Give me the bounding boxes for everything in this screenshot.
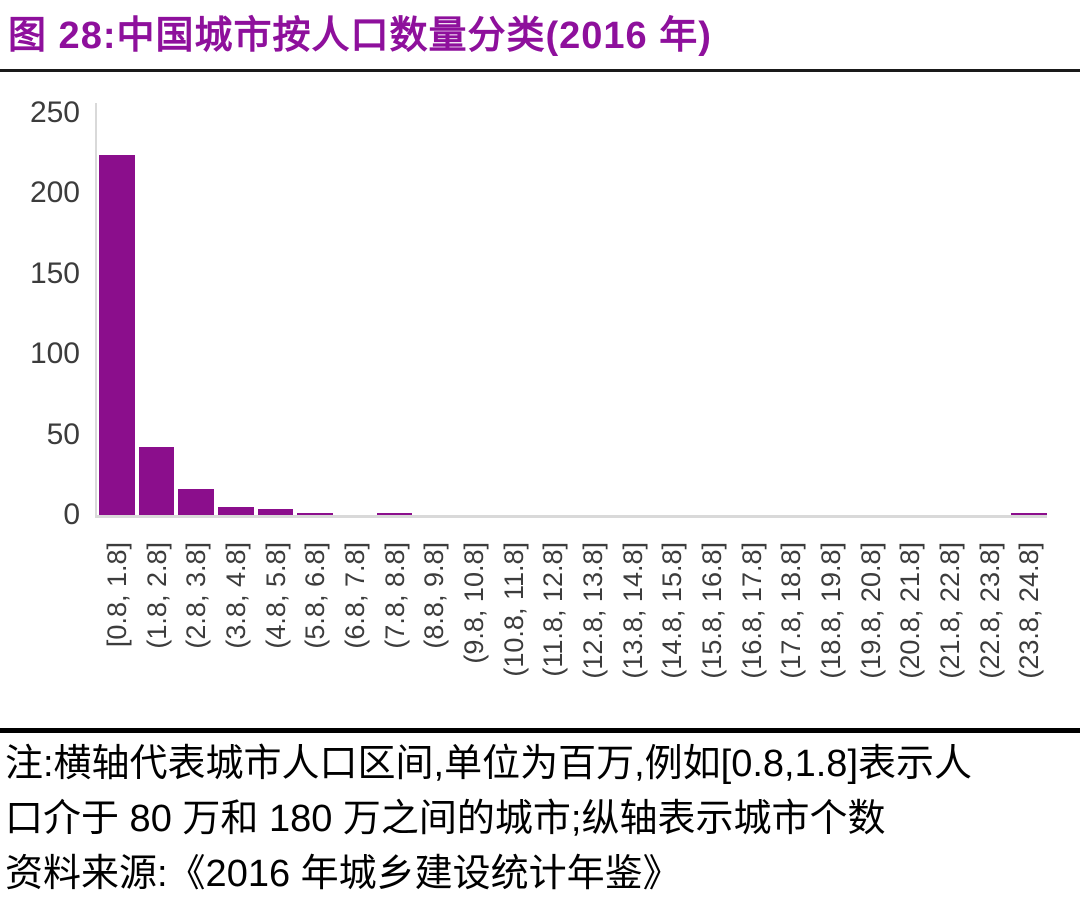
x-axis-tick-label: (4.8, 5.8] — [260, 542, 291, 649]
x-axis-tick-label: (17.8, 18.8] — [776, 542, 807, 679]
y-axis-tick-label: 150 — [29, 256, 80, 290]
figure-title: 图 28:中国城市按人口数量分类(2016 年) — [8, 15, 712, 57]
x-axis-tick-label: (18.8, 19.8] — [815, 542, 846, 679]
x-axis-tick-label: (1.8, 2.8] — [141, 542, 172, 649]
city-population-bar-chart: 0 50 100 150 200 250 [0.8, 1.8] (1.8, 2.8] (2.8,… — [29, 96, 1047, 679]
note-line-3: 资料来源:《2016 年城乡建设统计年鉴》 — [5, 853, 681, 895]
bar — [257, 508, 294, 515]
y-axis-tick-label: 100 — [29, 337, 80, 371]
y-axis-tick-label: 250 — [29, 96, 80, 129]
x-axis-tick-label: (13.8, 14.8] — [617, 542, 648, 679]
x-axis-baseline — [95, 515, 1047, 518]
title-divider-line — [0, 69, 1080, 72]
x-axis-tick-label: (8.8, 9.8] — [419, 542, 450, 649]
x-axis-tick-label: (11.8, 12.8] — [538, 542, 569, 677]
figure-notes: 注:横轴代表城市人口区间,单位为百万,例如[0.8,1.8]表示人 口介于 80… — [5, 737, 1075, 902]
bar — [218, 506, 254, 515]
y-axis-tick-label: 50 — [46, 417, 80, 451]
x-axis-tick-label: (3.8, 4.8] — [220, 542, 251, 649]
bar — [99, 154, 135, 515]
bar — [138, 447, 175, 515]
x-axis-tick-label: (2.8, 3.8] — [181, 542, 212, 649]
x-axis-tick-label: (21.8, 22.8] — [934, 542, 965, 679]
x-axis-tick-label: (16.8, 17.8] — [736, 542, 767, 679]
note-line-2: 口介于 80 万和 180 万之间的城市;纵轴表示城市个数 — [5, 798, 886, 840]
note-line-1: 注:横轴代表城市人口区间,单位为百万,例如[0.8,1.8]表示人 — [5, 743, 972, 785]
bar — [376, 513, 413, 515]
x-axis-tick-label: (5.8, 6.8] — [300, 542, 331, 649]
y-axis-tick-label: 200 — [29, 176, 80, 210]
note-divider-line — [0, 728, 1080, 733]
x-axis-tick-label: (7.8, 8.8] — [379, 542, 410, 649]
x-axis-tick-label: (20.8, 21.8] — [895, 542, 926, 679]
bar — [1011, 513, 1047, 515]
x-axis-tick-label: (9.8, 10.8] — [458, 542, 489, 664]
x-axis-tick-label: (14.8, 15.8] — [657, 542, 688, 679]
bar — [178, 489, 214, 515]
x-axis-tick-label: (6.8, 7.8] — [339, 542, 370, 649]
x-axis-tick-label: (15.8, 16.8] — [696, 542, 727, 679]
x-axis-tick-label: (22.8, 23.8] — [974, 542, 1005, 679]
x-axis-tick-label: (19.8, 20.8] — [855, 542, 886, 679]
x-axis-tick-label: [0.8, 1.8] — [101, 542, 132, 648]
x-axis-tick-label: (10.8, 11.8] — [498, 542, 529, 677]
bar — [297, 513, 333, 515]
x-axis-tick-label: (12.8, 13.8] — [577, 542, 608, 679]
y-axis-line — [95, 103, 97, 515]
y-axis-tick-label: 0 — [63, 498, 80, 531]
x-axis-tick-label: (23.8, 24.8] — [1014, 542, 1045, 679]
